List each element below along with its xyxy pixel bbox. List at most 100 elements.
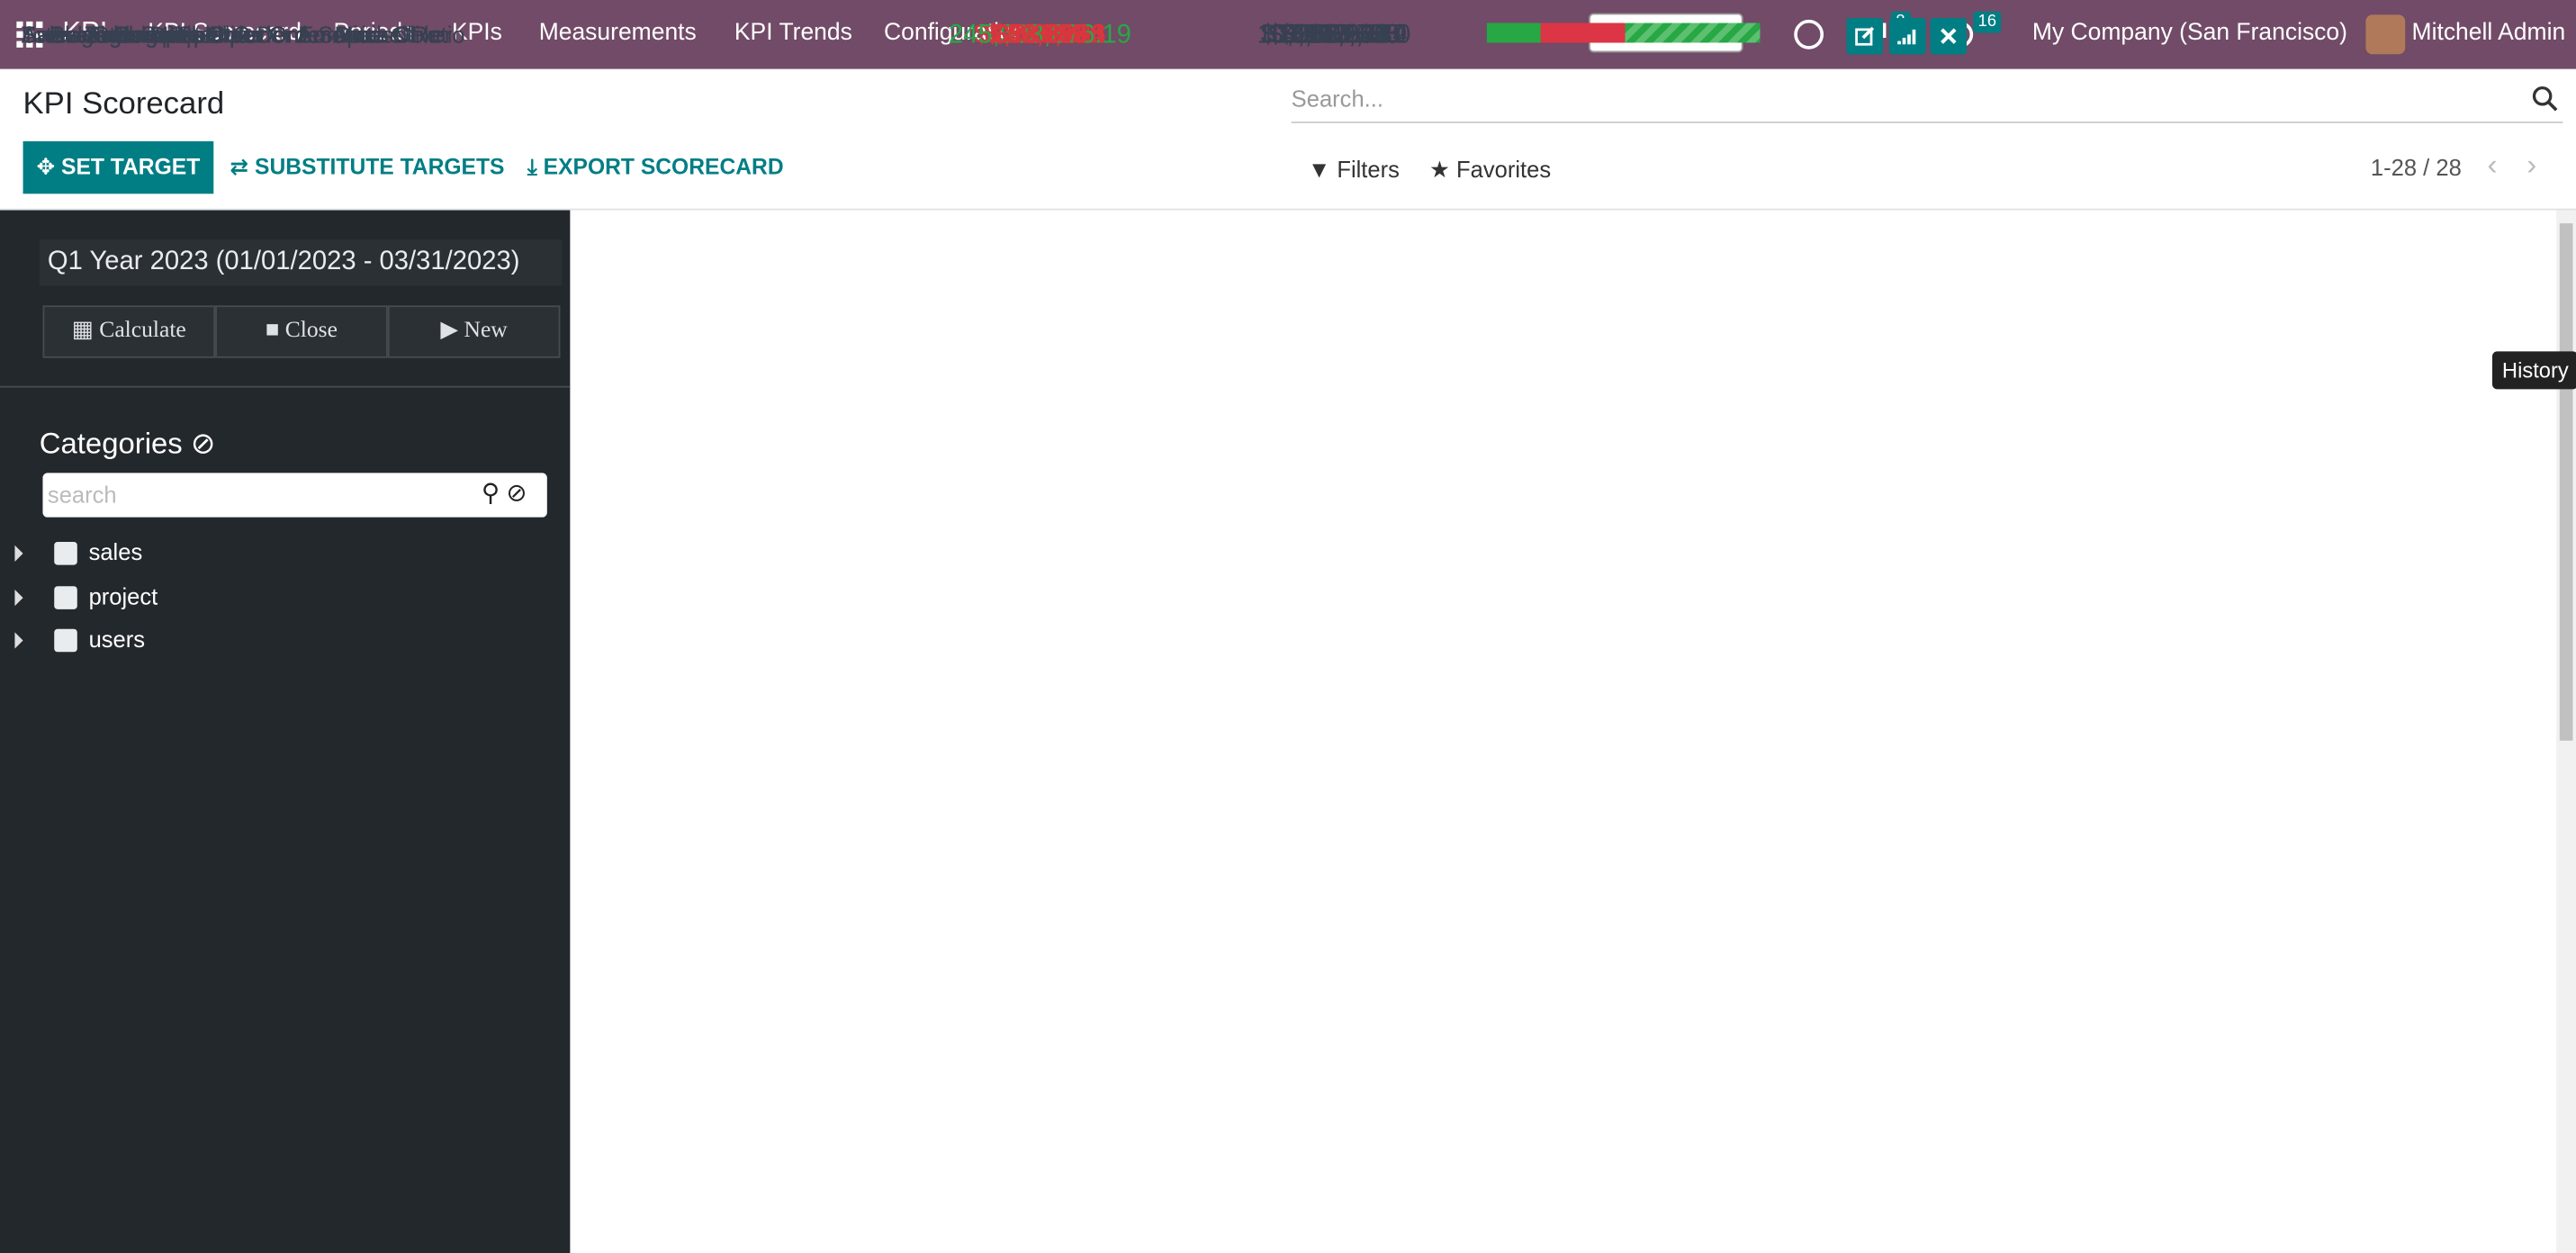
button-label: Calculate: [99, 318, 186, 344]
pager: 1-28 / 28: [2370, 154, 2462, 181]
kpi-target: $3,863,675: [1268, 21, 1401, 50]
pager-prev[interactable]: ‹: [2487, 148, 2498, 181]
menu-item[interactable]: KPI Trends: [734, 19, 852, 47]
edit-button[interactable]: [1846, 18, 1883, 55]
menu-item[interactable]: Periods: [333, 19, 415, 47]
kpi-actual: 37.08%: [995, 21, 1085, 50]
progress-bar: [1486, 23, 1626, 43]
category-label[interactable]: sales: [88, 538, 143, 565]
app-name[interactable]: KPI: [62, 16, 108, 48]
kpi-name: Average Sale per Order Doris Cole: [85, 21, 442, 48]
kpi-actual: $2,568,306: [974, 21, 1106, 50]
kpi-target: $221,654: [1279, 21, 1390, 50]
kpi-actual: $29,993: [992, 21, 1088, 50]
menu-item[interactable]: KPI Scorecard: [148, 19, 302, 47]
calculate-button[interactable]: ▦ Calculate: [42, 305, 216, 358]
kpi-name: Sales: Orders Open to Done Success Ratio: [21, 21, 465, 48]
kpi-name: Average Sale per Order Europe: [49, 21, 373, 48]
kpi-name: Sales Total: [21, 21, 134, 48]
category-search-icons[interactable]: ⚲ ⊘: [481, 479, 527, 508]
filters-button[interactable]: ▼ Filters: [1307, 156, 1400, 183]
tree-toggle[interactable]: [14, 589, 23, 606]
kpi-target: $13,151,174: [1260, 21, 1408, 50]
search-placeholder: Search...: [1291, 85, 1383, 113]
icon: [1897, 29, 1916, 45]
kpi-name: Sales Doris Cole: [85, 21, 257, 48]
kpi-name: Average Sale per Order: [21, 21, 265, 48]
period-select[interactable]: Q1 Year 2023 (01/01/2023 - 03/31/2023): [39, 239, 563, 286]
close-button[interactable]: ■ Close: [215, 305, 388, 358]
kpi-actual: $66,667: [992, 21, 1088, 50]
export-button[interactable]: ⤓ EXPORT SCORECARD: [527, 154, 784, 179]
kpi-name: Sales America: [49, 21, 197, 48]
divider: [0, 385, 571, 388]
category-label[interactable]: users: [88, 626, 146, 653]
categories-title-text: Categories: [39, 427, 183, 460]
kpi-actual: $86,835: [992, 21, 1088, 50]
kpi-target: $205,259: [1279, 21, 1390, 50]
menu-item[interactable]: KPIs: [451, 19, 502, 47]
search-box[interactable]: Search...: [1291, 85, 2563, 123]
icon: [1941, 28, 1957, 44]
kpi-target: $3,817,420: [1268, 21, 1401, 50]
kpi-actual: $42,179: [992, 21, 1088, 50]
kpi-actual: $208,179: [985, 21, 1095, 50]
tree-toggle[interactable]: [14, 545, 23, 562]
menu-item[interactable]: Measurements: [538, 19, 697, 47]
kpi-target: $175,835: [1279, 21, 1390, 50]
progress-excess: [1625, 23, 1761, 43]
button-label: New: [464, 318, 508, 344]
history-button[interactable]: [1889, 18, 1926, 55]
user[interactable]: Mitchell Admin: [2411, 19, 2566, 47]
kpi-target: $15,699,139: [1260, 21, 1408, 50]
favorites-button[interactable]: ★ Favorites: [1429, 156, 1552, 183]
filters-label: Filters: [1337, 156, 1400, 183]
scrollbar-thumb[interactable]: [2559, 223, 2573, 741]
apps-icon[interactable]: [16, 21, 43, 48]
kpi-name: Average Sale per Order Mitchell: [85, 21, 413, 48]
kpi-actual: $1,000,008: [974, 21, 1106, 50]
menu-item[interactable]: Configuration: [884, 19, 1026, 47]
navbar: KPI tasks search 8 16 My Company (San Fr…: [0, 0, 2576, 69]
kpi-actual: $1,563,031: [974, 21, 1106, 50]
kpi-target: $8,791,753: [1268, 21, 1401, 50]
kpi-name: Average Sale per Order Anita Oliver: [85, 21, 453, 48]
pager-next[interactable]: ›: [2526, 148, 2537, 181]
substitute-button[interactable]: ⇄ SUBSTITUTE TARGETS: [230, 154, 505, 179]
kpi-target: $203,186: [1279, 21, 1390, 50]
company[interactable]: My Company (San Francisco): [2031, 19, 2347, 47]
icon: [1855, 26, 1875, 46]
button-label: SET TARGET: [61, 154, 201, 179]
kpi-name: Sales Anita Oliver: [85, 21, 267, 48]
kpi-actual: 245,503,876.19: [948, 21, 1131, 50]
kpi-actual: $209,951: [985, 21, 1095, 50]
button-label: SUBSTITUTE TARGETS: [255, 154, 505, 179]
category-checkbox[interactable]: [54, 542, 77, 565]
button-label: Close: [284, 318, 338, 344]
category-search[interactable]: search: [42, 473, 547, 518]
progress-done: [1486, 23, 1541, 43]
kpi-name: Total sales no dates: [21, 21, 225, 48]
kpi-actual: $52,045: [992, 21, 1088, 50]
progress-remaining: [1540, 23, 1626, 43]
avatar[interactable]: [2365, 14, 2406, 55]
set-target-button[interactable]: ✥ SET TARGET: [23, 140, 214, 194]
sidebar: Q1 Year 2023 (01/01/2023 - 03/31/2023) ▦…: [0, 210, 571, 1253]
kpi-target: $203,244: [1279, 21, 1390, 50]
category-checkbox[interactable]: [54, 585, 77, 608]
kpi-target: $199,220: [1279, 21, 1390, 50]
discuss-icon[interactable]: [1791, 16, 1827, 52]
search-icon[interactable]: [2532, 86, 2558, 112]
kpi-actual: $46,696: [992, 21, 1088, 50]
favorites-label: Favorites: [1456, 156, 1552, 183]
categories-title: Categories ⊘: [39, 427, 216, 460]
category-checkbox[interactable]: [54, 628, 77, 653]
kpi-target: 10,000,000.0: [1256, 21, 1411, 50]
delete-button[interactable]: [1930, 18, 1967, 55]
new-button[interactable]: ▶ New: [387, 305, 561, 358]
category-label[interactable]: project: [88, 581, 158, 608]
tree-toggle[interactable]: [14, 632, 23, 649]
kpi-name: Sales Europe: [49, 21, 188, 48]
